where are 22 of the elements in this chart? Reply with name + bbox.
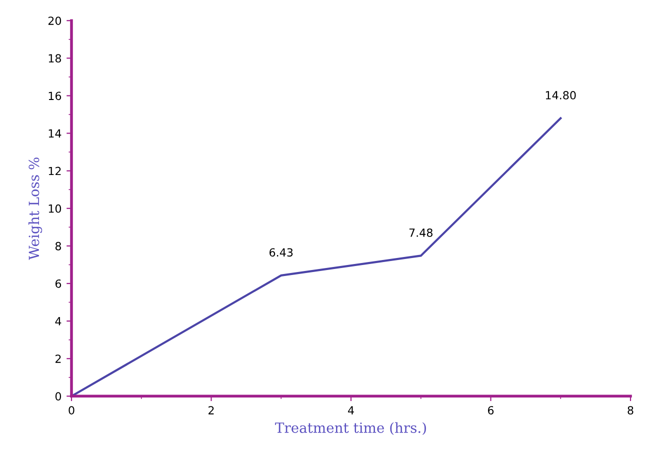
data-label: 7.48	[409, 228, 432, 237]
x-tick-label: 8	[628, 406, 634, 414]
y-tick-label: 14	[48, 129, 62, 138]
y-tick-label: 18	[48, 54, 62, 63]
y-tick-label: 8	[55, 242, 62, 250]
x-tick-label: 4	[348, 406, 354, 414]
line-series	[72, 117, 562, 396]
y-tick-label: 20	[48, 16, 62, 25]
x-tick-label: 6	[488, 406, 494, 414]
y-tick-label: 16	[48, 92, 62, 100]
y-tick-label: 10	[48, 204, 62, 213]
y-tick-label: 12	[48, 166, 61, 176]
x-tick-label: 0	[68, 406, 74, 414]
x-axis-title: Treatment time (hrs.)	[275, 422, 426, 435]
data-label: 6.43	[270, 248, 293, 257]
y-tick-label: 2	[56, 354, 61, 363]
data-label: 14.80	[546, 91, 576, 100]
y-tick-label: 0	[55, 392, 62, 401]
y-tick-label: 6	[55, 279, 62, 288]
y-axis-title: Weight Loss %	[28, 158, 42, 260]
x-tick-label: 2	[208, 406, 214, 414]
y-tick-label: 4	[55, 317, 62, 326]
